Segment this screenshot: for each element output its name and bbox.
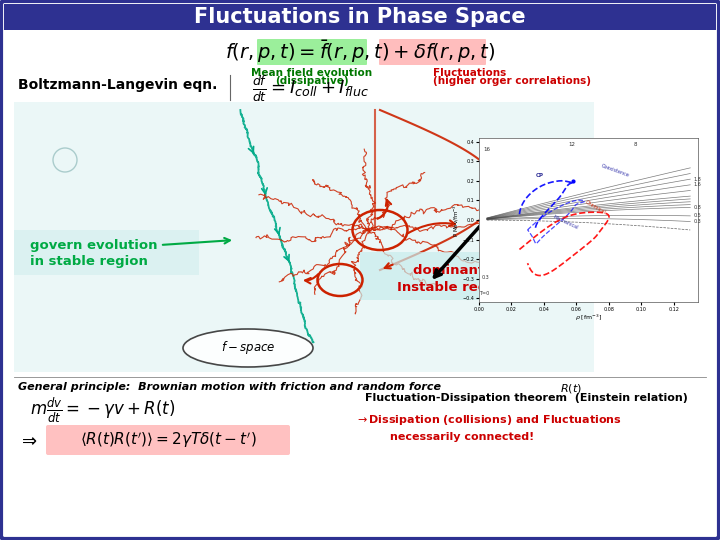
Text: General principle:  Brownian motion with friction and random force: General principle: Brownian motion with … (18, 382, 445, 392)
Text: 12: 12 (568, 141, 575, 146)
Text: 0.8: 0.8 (693, 205, 701, 210)
Text: 8: 8 (634, 141, 636, 146)
Text: CP: CP (536, 173, 544, 178)
Bar (14, 102, 594, 372)
Text: govern evolution: govern evolution (30, 239, 158, 252)
Text: Fluctuations in Phase Space: Fluctuations in Phase Space (194, 7, 526, 27)
Text: Fluctuation-Dissipation theorem  (Einstein relation): Fluctuation-Dissipation theorem (Einstei… (365, 393, 688, 403)
Text: 0.3: 0.3 (693, 219, 701, 224)
Bar (14, 230, 199, 275)
Text: 16: 16 (484, 147, 491, 152)
Text: $\langle R(t)R(t^{\prime})\rangle=2\gamma T\delta(t-t^{\prime})$: $\langle R(t)R(t^{\prime})\rangle=2\gamm… (80, 430, 256, 450)
Bar (360, 252, 555, 300)
Text: $\rightarrow$Dissipation (collisions) and Fluctuations: $\rightarrow$Dissipation (collisions) an… (355, 413, 622, 427)
Text: (dissipative): (dissipative) (275, 76, 348, 86)
Text: T=0: T=0 (479, 291, 489, 295)
FancyBboxPatch shape (257, 39, 367, 65)
Bar (4, 4, 716, 30)
Text: 1.8: 1.8 (693, 177, 701, 181)
Text: Fluctuations: Fluctuations (433, 68, 506, 78)
Text: $f(r,p,t)=\bar{f}(r,p,t)+\delta f(r,p,t)$: $f(r,p,t)=\bar{f}(r,p,t)+\delta f(r,p,t)… (225, 38, 495, 65)
Text: in stable region: in stable region (30, 255, 148, 268)
Text: Mean field evolution: Mean field evolution (251, 68, 372, 78)
FancyBboxPatch shape (379, 39, 486, 65)
Y-axis label: P Mev/fm$^{-3}$: P Mev/fm$^{-3}$ (452, 204, 462, 237)
Text: 0.5: 0.5 (693, 213, 701, 218)
Text: $f-space$: $f-space$ (221, 340, 275, 356)
Text: (higher orger correlations): (higher orger correlations) (433, 76, 591, 86)
Text: Chemical: Chemical (585, 199, 607, 215)
Text: Mechanical: Mechanical (552, 215, 579, 231)
X-axis label: $\rho$ [fm$^{-3}$]: $\rho$ [fm$^{-3}$] (575, 313, 602, 323)
Text: $\frac{df}{dt}=I_{coll}  +  I_{fluc}$: $\frac{df}{dt}=I_{coll} + I_{fluc}$ (251, 74, 369, 104)
Text: Instable regions: Instable regions (397, 280, 518, 294)
Text: Coexistence: Coexistence (600, 163, 631, 178)
Text: 1.6: 1.6 (693, 183, 701, 187)
Text: Boltzmann-Langevin eqn.: Boltzmann-Langevin eqn. (18, 78, 217, 92)
Ellipse shape (183, 329, 313, 367)
Text: $m\frac{dv}{dt}=-\gamma v+R(t)$: $m\frac{dv}{dt}=-\gamma v+R(t)$ (30, 395, 175, 424)
Text: $\Rightarrow$: $\Rightarrow$ (18, 431, 37, 449)
Text: dominant in: dominant in (413, 264, 503, 276)
Text: 0.3: 0.3 (482, 275, 490, 280)
Text: necessarily connected!: necessarily connected! (390, 432, 534, 442)
Text: $R(t)$: $R(t)$ (560, 382, 582, 395)
FancyBboxPatch shape (46, 425, 290, 455)
